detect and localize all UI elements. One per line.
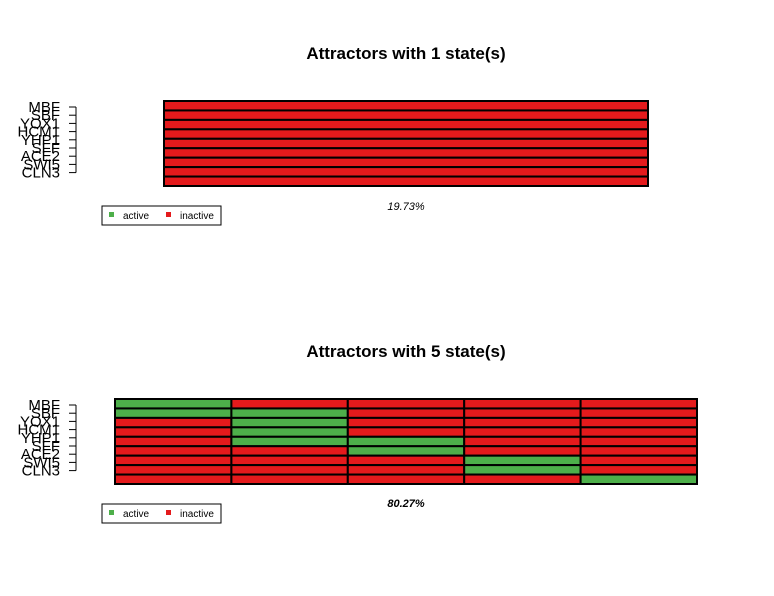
cell-sbf-state-2 [230,407,349,419]
cell-cln3-state-2 [230,473,349,485]
cell-yox1-state-2 [230,416,349,429]
panel-2-ticks [69,404,77,472]
cell-cln3-state-1 [163,175,649,188]
gene-label-sff: SFF [32,140,60,157]
cell-yhp1-state-1 [114,435,233,448]
cell-yhp1-state-5 [579,435,698,448]
legend-inactive-label: inactive [180,211,214,222]
legend-active-label: active [123,509,150,520]
cell-cln3-state-3 [346,473,466,485]
cell-mbf-state-3 [346,398,466,410]
panel-1-title: Attractors with 1 state(s) [306,44,505,63]
legend-active-swatch [109,212,114,217]
cell-yox1-state-1 [163,118,649,131]
legend-box [101,503,222,524]
cell-sff-state-5 [579,445,698,457]
cell-cln3-state-5 [579,473,698,485]
cell-sbf-state-4 [463,407,582,419]
cell-ace2-state-1 [114,454,233,467]
cell-sff-state-4 [463,445,582,457]
cell-cln3-state-4 [463,473,582,485]
cell-hcm1-state-5 [579,426,698,438]
cell-ace2-state-1 [163,156,649,169]
cell-cln3-state-1 [114,473,233,485]
gene-label-ace2: ACE2 [21,148,60,165]
legend-inactive-swatch [166,510,171,515]
gene-label-swi5: SWI5 [23,156,60,173]
cell-swi5-state-3 [346,464,466,476]
gene-label-yox1: YOX1 [20,413,60,430]
gene-label-yhp1: YHP1 [21,132,60,149]
cell-yhp1-state-3 [346,435,466,448]
panel-1-ticks [69,106,77,174]
legend-box [101,205,222,226]
cell-swi5-state-1 [114,464,233,476]
cell-swi5-state-4 [463,464,582,476]
cell-mbf-state-2 [230,398,349,410]
cell-swi5-state-5 [579,464,698,476]
gene-label-swi5: SWI5 [23,454,60,471]
cell-hcm1-state-1 [114,426,233,438]
cell-ace2-state-5 [579,454,698,467]
cell-yox1-state-4 [463,416,582,429]
panel-2-cells [114,398,698,485]
panel-1-legend: active inactive [101,205,222,226]
cell-hcm1-state-4 [463,426,582,438]
gene-label-yox1: YOX1 [20,115,60,132]
cell-mbf-state-1 [163,100,649,112]
gene-label-mbf: MBF [28,397,60,414]
cell-yhp1-state-1 [163,137,649,150]
legend-inactive-label: inactive [180,509,214,520]
legend-inactive-swatch [166,212,171,217]
cell-mbf-state-1 [114,398,233,410]
panel-2-basin-label: 80.27% [387,498,425,510]
cell-sbf-state-1 [163,109,649,121]
gene-label-yhp1: YHP1 [21,430,60,447]
panel-1-cells [163,100,649,188]
cell-hcm1-state-3 [346,426,466,438]
cell-ace2-state-4 [463,454,582,467]
gene-label-sff: SFF [32,438,60,455]
gene-label-sbf: SBF [31,405,60,422]
cell-mbf-state-5 [579,398,698,410]
cell-sff-state-3 [346,445,466,457]
panel-2: Attractors with 5 state(s) MBFSBFYOX1HCM… [17,342,698,524]
cell-ace2-state-2 [230,454,349,467]
cell-yhp1-state-2 [230,435,349,448]
gene-label-cln3: CLN3 [22,165,60,182]
cell-sbf-state-3 [346,407,466,419]
cell-yhp1-state-4 [463,435,582,448]
legend-active-swatch [109,510,114,515]
cell-sff-state-2 [230,445,349,457]
cell-hcm1-state-2 [230,426,349,438]
legend-active-label: active [123,211,150,222]
cell-mbf-state-4 [463,398,582,410]
cell-swi5-state-1 [163,166,649,178]
cell-yox1-state-3 [346,416,466,429]
cell-sbf-state-1 [114,407,233,419]
gene-label-mbf: MBF [28,99,60,116]
panel-1-basin-label: 19.73% [387,201,425,213]
cell-swi5-state-2 [230,464,349,476]
panel-1: Attractors with 1 state(s) MBFSBFYOX1HCM… [17,44,649,226]
cell-hcm1-state-1 [163,128,649,140]
cell-ace2-state-3 [346,454,466,467]
gene-label-hcm1: HCM1 [17,124,60,141]
cell-sbf-state-5 [579,407,698,419]
gene-label-sbf: SBF [31,107,60,124]
gene-label-hcm1: HCM1 [17,422,60,439]
cell-sff-state-1 [163,147,649,159]
cell-yox1-state-5 [579,416,698,429]
cell-sff-state-1 [114,445,233,457]
panel-2-title: Attractors with 5 state(s) [306,342,505,361]
panel-2-legend: active inactive [101,503,222,524]
gene-label-cln3: CLN3 [22,463,60,480]
gene-label-ace2: ACE2 [21,446,60,463]
cell-yox1-state-1 [114,416,233,429]
